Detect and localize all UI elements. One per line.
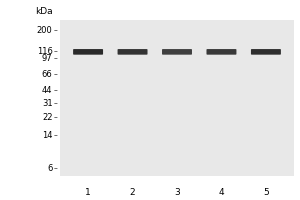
Text: –: – (54, 99, 58, 108)
Text: kDa: kDa (35, 7, 52, 17)
Text: 31: 31 (42, 99, 52, 108)
Text: 1: 1 (85, 188, 91, 197)
Text: –: – (54, 131, 58, 140)
Text: –: – (54, 47, 58, 56)
FancyBboxPatch shape (73, 49, 103, 55)
Text: –: – (54, 86, 58, 95)
Text: 116: 116 (37, 47, 52, 56)
Text: 22: 22 (42, 113, 52, 122)
Text: –: – (54, 54, 58, 63)
FancyBboxPatch shape (118, 49, 148, 55)
FancyBboxPatch shape (162, 49, 192, 55)
Text: 44: 44 (42, 86, 52, 95)
Text: 5: 5 (263, 188, 269, 197)
FancyBboxPatch shape (251, 49, 281, 55)
Text: 97: 97 (42, 54, 52, 63)
Text: 4: 4 (219, 188, 224, 197)
Text: –: – (54, 164, 58, 173)
Text: 6: 6 (47, 164, 52, 173)
Text: 66: 66 (42, 70, 52, 79)
Text: –: – (54, 26, 58, 35)
Text: 200: 200 (37, 26, 52, 35)
Text: 3: 3 (174, 188, 180, 197)
Text: 2: 2 (130, 188, 135, 197)
Text: 14: 14 (42, 131, 52, 140)
Text: –: – (54, 70, 58, 79)
Text: –: – (54, 113, 58, 122)
FancyBboxPatch shape (206, 49, 236, 55)
